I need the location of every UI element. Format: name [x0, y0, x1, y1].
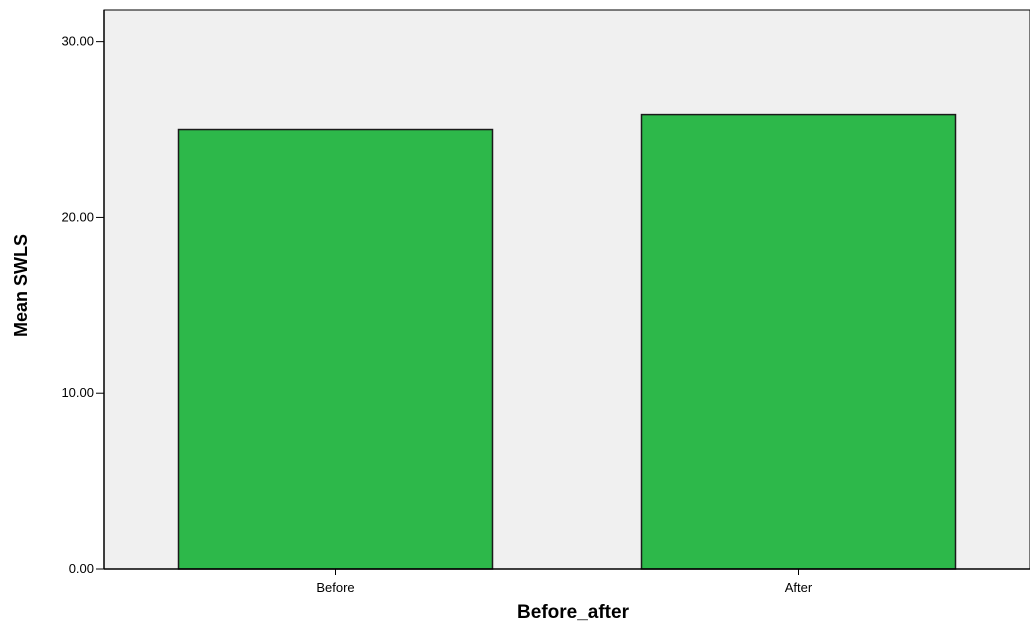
y-tick-label: 0.00	[69, 561, 94, 576]
x-axis-title: Before_after	[517, 602, 630, 623]
x-tick-label: After	[785, 580, 813, 595]
bars	[177, 113, 957, 570]
x-axis-ticks: Before After	[316, 569, 813, 595]
bar-after	[640, 113, 957, 570]
y-tick-label: 10.00	[61, 385, 94, 400]
x-tick-label: Before	[316, 580, 354, 595]
y-tick-label: 20.00	[61, 209, 94, 224]
bar-before	[177, 128, 494, 570]
y-axis-ticks: 0.00 10.00 20.00 30.00	[61, 34, 104, 576]
y-tick-label: 30.00	[61, 34, 94, 49]
y-axis-title: Mean SWLS	[11, 234, 31, 337]
